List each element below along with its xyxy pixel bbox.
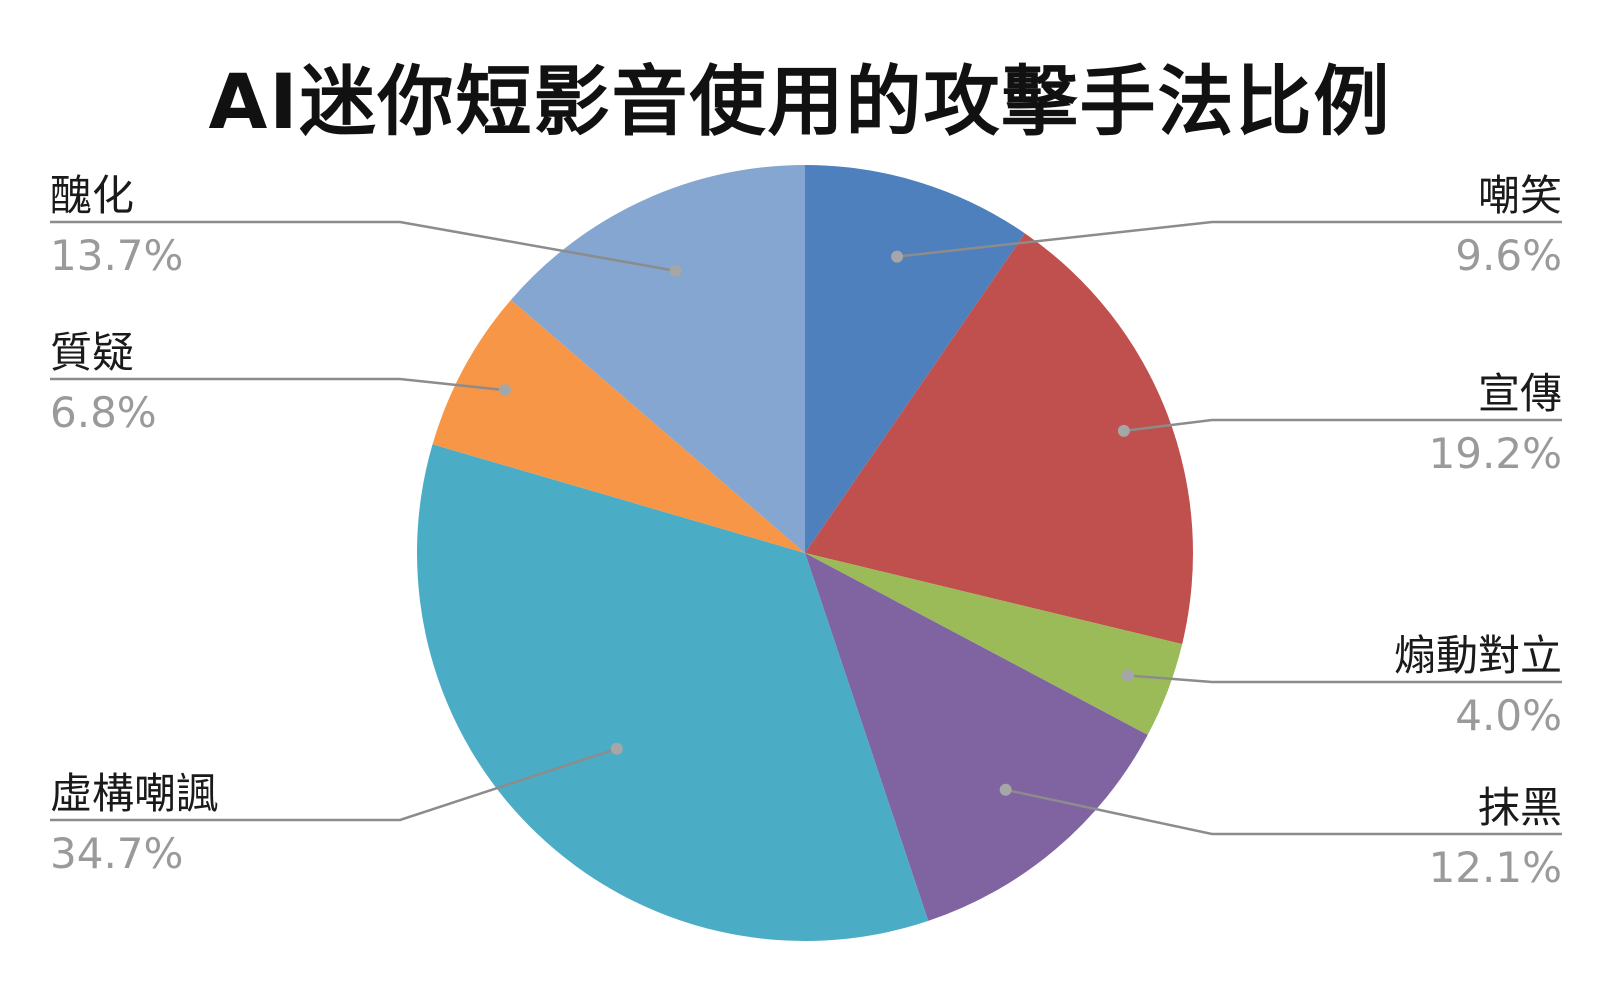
pie-slice-4 <box>416 444 929 941</box>
pie-slice-6 <box>510 165 805 553</box>
pie-slice-5 <box>432 299 805 553</box>
slice-percent-4: 34.7% <box>50 829 183 878</box>
leader-lines <box>50 220 1562 836</box>
leader-dot-1 <box>1117 424 1130 437</box>
slice-percent-5: 6.8% <box>50 388 157 437</box>
leader-dot-5 <box>498 384 511 397</box>
pie-slice-1 <box>805 233 1193 645</box>
leader-dot-6 <box>669 264 682 277</box>
leader-line-2 <box>1127 674 1562 684</box>
pie-slice-3 <box>805 553 1148 921</box>
slice-percent-1: 19.2% <box>1429 429 1562 478</box>
slice-label-3: 抹黑 <box>1478 783 1562 832</box>
slice-label-6: 醜化 <box>50 171 134 220</box>
leader-dot-4 <box>610 742 623 755</box>
slice-label-0: 嘲笑 <box>1478 171 1562 220</box>
leader-dot-0 <box>891 250 904 263</box>
leader-line-0 <box>896 220 1562 258</box>
leader-line-3 <box>1005 788 1562 836</box>
pie-slice-2 <box>805 553 1183 735</box>
slice-percent-2: 4.0% <box>1455 691 1562 740</box>
leader-line-1 <box>1123 418 1562 433</box>
slice-labels: 嘲笑 9.6% 宣傳 19.2% 煽動對立 4.0% 抹黑 12.1% 虛構嘲諷 34.7% 質疑 6… <box>50 171 1562 892</box>
leader-dot-3 <box>999 783 1012 796</box>
pie-slices <box>416 165 1193 941</box>
leader-dot-2 <box>1121 669 1134 682</box>
slice-percent-6: 13.7% <box>50 231 183 280</box>
slice-label-1: 宣傳 <box>1478 369 1562 418</box>
slice-label-4: 虛構嘲諷 <box>50 769 218 818</box>
slice-percent-3: 12.1% <box>1429 843 1562 892</box>
pie-slice-0 <box>805 165 1025 553</box>
chart-title: AI迷你短影音使用的攻擊手法比例 <box>208 57 1392 146</box>
slice-percent-0: 9.6% <box>1455 231 1562 280</box>
slice-label-2: 煽動對立 <box>1394 631 1562 680</box>
leader-line-6 <box>50 220 676 273</box>
leader-line-5 <box>50 377 506 392</box>
leader-line-4 <box>50 747 618 822</box>
slice-label-5: 質疑 <box>50 328 134 377</box>
